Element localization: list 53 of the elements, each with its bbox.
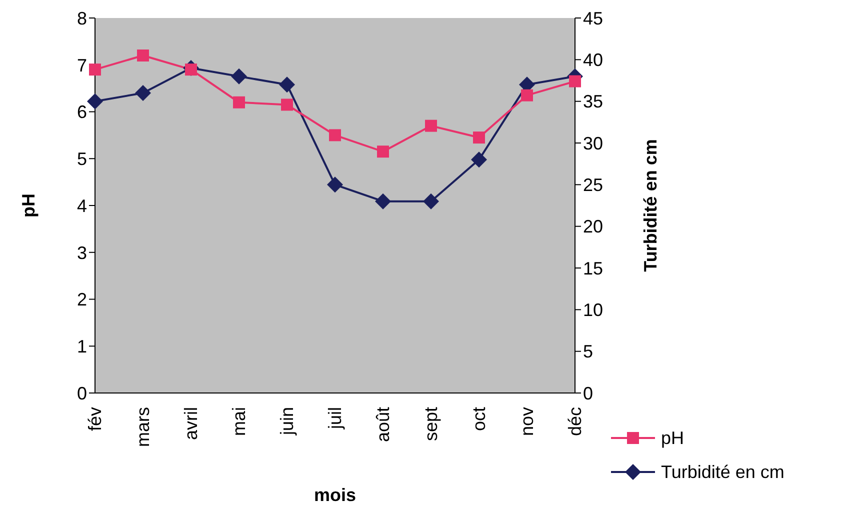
- x-tick-label: juin: [277, 407, 297, 436]
- y2-tick-label: 30: [583, 133, 604, 154]
- point: [87, 93, 103, 110]
- point: [521, 89, 533, 102]
- point: [233, 96, 245, 108]
- point: [231, 68, 247, 84]
- y-tick-label: 8: [76, 8, 87, 28]
- point: [423, 193, 439, 210]
- x-axis-title: mois: [314, 485, 356, 505]
- y-axis-title: pH: [18, 194, 38, 218]
- y-tick-label: 2: [76, 290, 87, 310]
- x-tick-label: juil: [325, 407, 345, 430]
- point: [327, 176, 343, 193]
- legend-label: Turbidité en cm: [661, 462, 784, 482]
- y-tick-label: 1: [76, 336, 87, 357]
- point: [471, 152, 487, 168]
- y2-tick-label: 20: [583, 216, 604, 237]
- point: [89, 64, 101, 76]
- x-tick-label: avril: [181, 407, 201, 440]
- y2-tick-label: 35: [583, 92, 604, 112]
- legend-label: pH: [661, 428, 684, 448]
- y-tick-label: 0: [76, 383, 87, 404]
- y2-tick-label: 40: [583, 50, 604, 70]
- point: [329, 129, 341, 142]
- y-tick-label: 7: [76, 55, 87, 76]
- point: [425, 120, 437, 132]
- y2-tick-label: 25: [583, 175, 604, 196]
- y2-tick-label: 0: [583, 383, 594, 404]
- x-tick-label: nov: [517, 407, 537, 436]
- y2-tick-label: 10: [583, 300, 604, 320]
- x-tick-label: mai: [229, 407, 249, 436]
- y-tick-label: 5: [76, 149, 87, 170]
- x-tick-label: fév: [85, 407, 105, 432]
- y2-tick-label: 5: [583, 342, 594, 362]
- point: [375, 193, 391, 210]
- point: [279, 76, 295, 93]
- y-tick-label: 3: [76, 242, 87, 263]
- y2-axis-title: Turbidité en cm: [640, 139, 660, 272]
- point: [473, 132, 485, 144]
- x-tick-label: août: [373, 407, 393, 442]
- x-tick-label: sept: [421, 407, 441, 442]
- point: [135, 85, 151, 101]
- point: [569, 75, 581, 88]
- y-tick-label: 4: [76, 196, 87, 216]
- y2-tick-label: 15: [583, 258, 604, 278]
- point: [377, 146, 389, 158]
- point: [281, 98, 293, 111]
- x-tick-label: oct: [469, 407, 489, 432]
- x-tick-label: mars: [133, 407, 153, 447]
- y2-tick-label: 45: [583, 8, 604, 28]
- x-tick-label: déc: [565, 407, 585, 436]
- y-tick-label: 6: [76, 102, 87, 122]
- point: [137, 50, 149, 62]
